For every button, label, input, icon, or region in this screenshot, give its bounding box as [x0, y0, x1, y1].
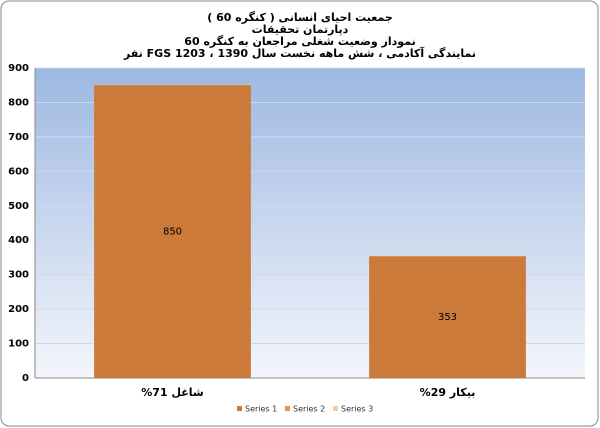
bar: [369, 256, 526, 378]
y-tick-label: 700: [8, 132, 29, 143]
y-tick-label: 500: [8, 201, 29, 212]
chart-title: نمایندگی آکادمی ، شش ماهه نخست سال 1390 …: [123, 46, 476, 60]
y-tick-label: 100: [8, 339, 29, 350]
y-tick-label: 800: [8, 97, 29, 108]
y-tick-label: 300: [8, 270, 29, 281]
x-tick-label: بیکار 29%: [420, 386, 476, 399]
y-tick-label: 200: [8, 304, 29, 315]
chart-title: جمعیت احیای انسانی ( کنگره 60 ): [207, 11, 393, 24]
data-label: 850: [163, 227, 182, 238]
legend-swatch: [285, 406, 290, 411]
x-tick-label: شاغل 71%: [141, 386, 203, 399]
y-tick-label: 600: [8, 166, 29, 177]
bar: [94, 85, 251, 378]
y-tick-label: 900: [8, 63, 29, 74]
legend-label: Series 3: [341, 405, 373, 414]
legend-label: Series 2: [293, 405, 325, 414]
legend-swatch: [237, 406, 242, 411]
legend-swatch: [333, 406, 338, 411]
legend-label: Series 1: [245, 405, 277, 414]
data-label: 353: [438, 312, 457, 323]
y-tick-label: 0: [22, 373, 29, 384]
chart-title: دپارتمان تحقیقات: [252, 23, 349, 36]
y-tick-label: 400: [8, 235, 29, 246]
chart-title: نمودار وضعیت شغلی مراجعان به کنگره 60: [184, 35, 415, 48]
